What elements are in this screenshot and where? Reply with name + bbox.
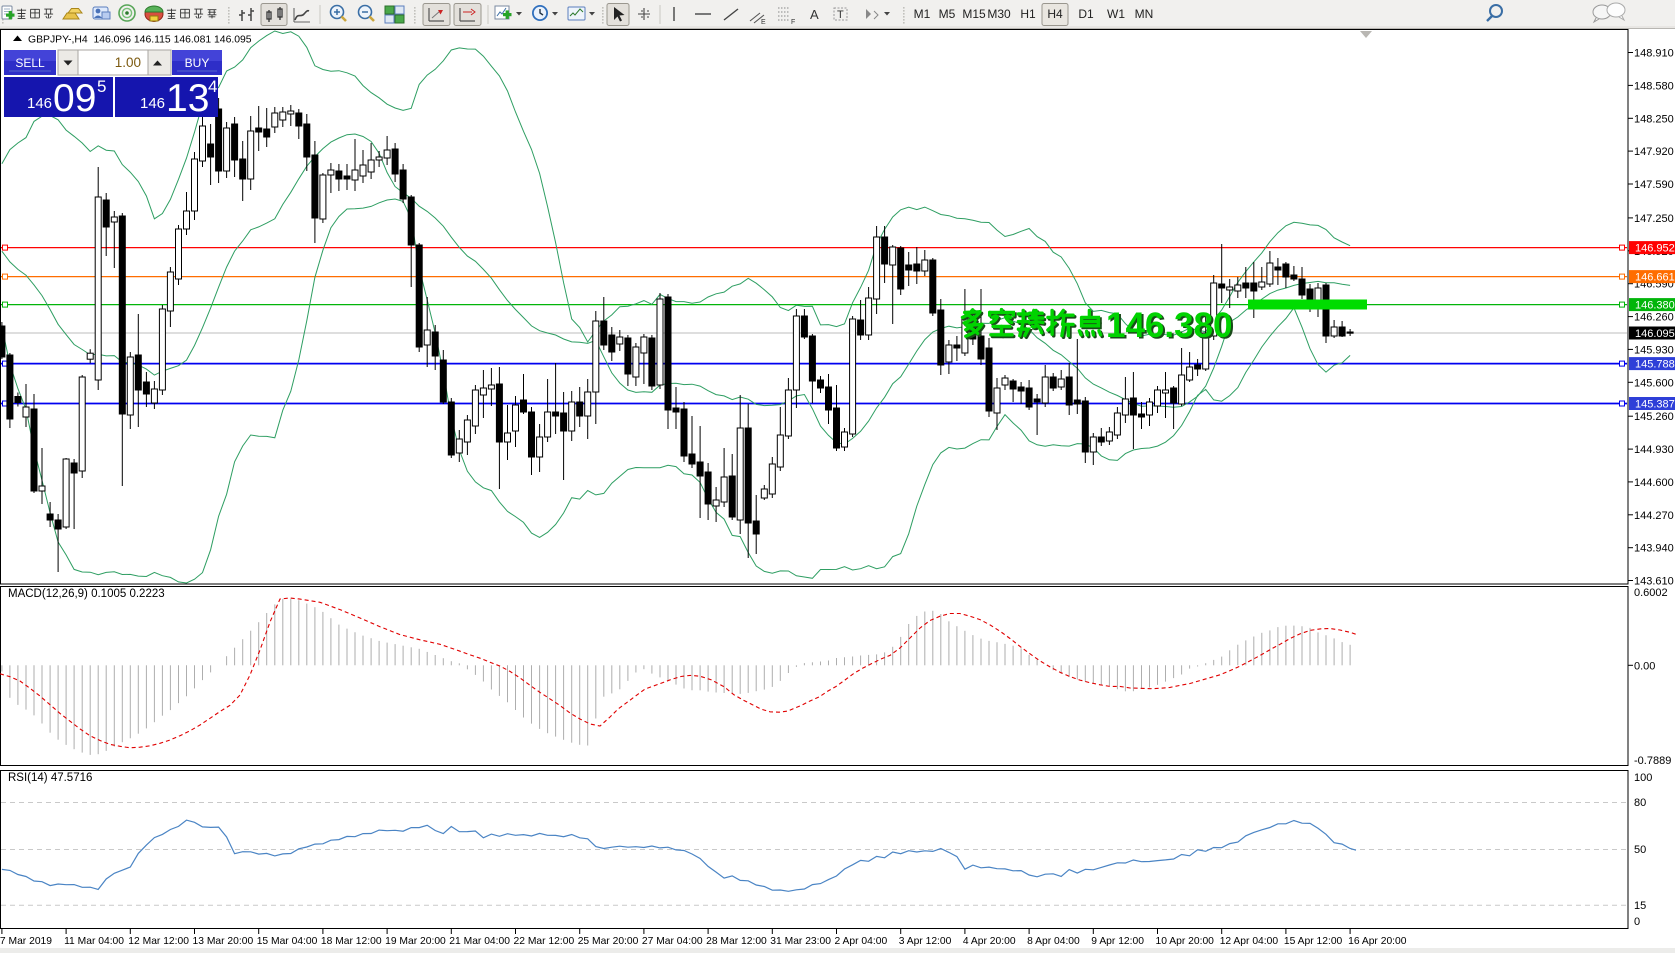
svg-text:148.910: 148.910	[1634, 48, 1674, 60]
svg-text:13: 13	[166, 77, 209, 120]
svg-text:-0.7889: -0.7889	[1634, 755, 1671, 767]
svg-text:21 Mar 04:00: 21 Mar 04:00	[449, 936, 510, 947]
svg-text:BUY: BUY	[185, 56, 210, 70]
svg-text:8 Apr 04:00: 8 Apr 04:00	[1027, 936, 1080, 947]
svg-text:100: 100	[1634, 772, 1652, 784]
svg-text:27 Mar 04:00: 27 Mar 04:00	[642, 936, 703, 947]
svg-text:146.952: 146.952	[1635, 243, 1675, 255]
svg-text:A: A	[810, 7, 819, 22]
svg-text:15 Mar 04:00: 15 Mar 04:00	[257, 936, 318, 947]
svg-text:E: E	[761, 19, 766, 26]
svg-text:144.270: 144.270	[1634, 510, 1674, 522]
svg-text:147.590: 147.590	[1634, 179, 1674, 191]
svg-text:H4: H4	[1047, 7, 1063, 21]
svg-text:MACD(12,26,9) 0.1005 0.2223: MACD(12,26,9) 0.1005 0.2223	[8, 588, 165, 600]
svg-text:145.260: 145.260	[1634, 411, 1674, 423]
svg-text:146.095: 146.095	[1635, 328, 1675, 340]
svg-text:M30: M30	[987, 7, 1011, 21]
svg-text:25 Mar 20:00: 25 Mar 20:00	[578, 936, 639, 947]
svg-text:19 Mar 20:00: 19 Mar 20:00	[385, 936, 446, 947]
svg-text:146.380: 146.380	[1635, 300, 1675, 312]
svg-text:145.788: 145.788	[1635, 359, 1675, 371]
svg-text:W1: W1	[1107, 7, 1125, 21]
svg-text:145.387: 145.387	[1635, 399, 1675, 411]
svg-text:M5: M5	[939, 7, 956, 21]
svg-text:146: 146	[27, 95, 52, 112]
svg-text:2 Apr 04:00: 2 Apr 04:00	[835, 936, 888, 947]
svg-text:146.260: 146.260	[1634, 312, 1674, 324]
svg-text:146.661: 146.661	[1635, 272, 1675, 284]
svg-text:28 Mar 12:00: 28 Mar 12:00	[706, 936, 767, 947]
svg-text:143.940: 143.940	[1634, 543, 1674, 555]
svg-text:09: 09	[53, 77, 96, 120]
svg-text:15: 15	[1634, 900, 1646, 912]
svg-text:145.930: 145.930	[1634, 344, 1674, 356]
svg-text:148.580: 148.580	[1634, 80, 1674, 92]
svg-text:16 Apr 20:00: 16 Apr 20:00	[1348, 936, 1407, 947]
svg-text:4 Apr 20:00: 4 Apr 20:00	[963, 936, 1016, 947]
svg-text:144.600: 144.600	[1634, 477, 1674, 489]
svg-text:0.00: 0.00	[1634, 660, 1655, 672]
svg-text:148.250: 148.250	[1634, 113, 1674, 125]
svg-text:15 Apr 12:00: 15 Apr 12:00	[1284, 936, 1343, 947]
svg-text:11 Mar 04:00: 11 Mar 04:00	[64, 936, 124, 947]
svg-text:F: F	[791, 19, 795, 26]
svg-text:13 Mar 20:00: 13 Mar 20:00	[193, 936, 254, 947]
svg-text:0.6002: 0.6002	[1634, 587, 1668, 599]
svg-text:MN: MN	[1135, 7, 1154, 21]
svg-text:M1: M1	[914, 7, 931, 21]
svg-text:RSI(14) 47.5716: RSI(14) 47.5716	[8, 772, 92, 784]
svg-text:5: 5	[97, 77, 106, 96]
svg-text:D1: D1	[1078, 7, 1094, 21]
svg-text:31 Mar 23:00: 31 Mar 23:00	[770, 936, 831, 947]
svg-text:0: 0	[1634, 916, 1640, 928]
svg-text:143.610: 143.610	[1634, 576, 1674, 588]
svg-text:146.380: 146.380	[1108, 308, 1235, 347]
svg-text:50: 50	[1634, 844, 1646, 856]
svg-text:3 Apr 12:00: 3 Apr 12:00	[899, 936, 952, 947]
svg-text:4: 4	[208, 77, 217, 96]
svg-text:145.600: 145.600	[1634, 377, 1674, 389]
svg-text:147.250: 147.250	[1634, 213, 1674, 225]
svg-text:GBPJPY-,H4 146.096 146.115 14: GBPJPY-,H4 146.096 146.115 146.081 146.0…	[28, 35, 252, 46]
svg-text:M15: M15	[962, 7, 986, 21]
svg-text:1.00: 1.00	[115, 55, 141, 70]
svg-text:12 Mar 12:00: 12 Mar 12:00	[128, 936, 189, 947]
svg-text:146.380: 146.380	[1106, 306, 1233, 345]
svg-text:18 Mar 12:00: 18 Mar 12:00	[321, 936, 382, 947]
svg-text:10 Apr 20:00: 10 Apr 20:00	[1156, 936, 1215, 947]
svg-text:T: T	[837, 9, 844, 21]
svg-text:SELL: SELL	[15, 56, 45, 70]
svg-text:7 Mar 2019: 7 Mar 2019	[0, 936, 52, 947]
svg-text:80: 80	[1634, 797, 1646, 809]
svg-text:12 Apr 04:00: 12 Apr 04:00	[1220, 936, 1279, 947]
svg-text:H1: H1	[1020, 7, 1036, 21]
svg-text:147.920: 147.920	[1634, 146, 1674, 158]
svg-text:144.930: 144.930	[1634, 444, 1674, 456]
svg-text:9 Apr 12:00: 9 Apr 12:00	[1091, 936, 1144, 947]
svg-text:146: 146	[140, 95, 165, 112]
svg-text:22 Mar 12:00: 22 Mar 12:00	[514, 936, 575, 947]
